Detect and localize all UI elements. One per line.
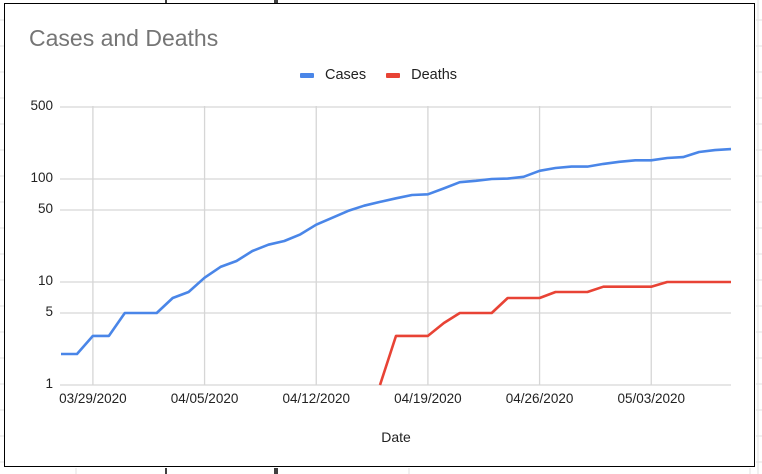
series-line-deaths[interactable] [378, 280, 731, 386]
y-tick-label: 50 [37, 201, 53, 216]
x-tick-label: 04/26/2020 [505, 391, 574, 406]
y-tick-label: 10 [37, 273, 53, 288]
legend-swatch-cases-icon [300, 72, 314, 78]
x-tick-label: 04/05/2020 [170, 391, 239, 406]
chart-container[interactable] [4, 3, 755, 467]
chart-legend: Cases Deaths [300, 66, 477, 84]
legend-swatch-deaths-icon [386, 72, 401, 78]
y-tick-label: 5 [45, 304, 53, 319]
x-tick-label: 04/19/2020 [394, 391, 462, 406]
chart-title: Cases and Deaths [29, 25, 219, 51]
series-line-cases[interactable] [61, 147, 732, 356]
y-tick-label: 1 [45, 376, 53, 391]
legend-item-deaths[interactable]: Deaths [386, 67, 457, 83]
legend-label-deaths: Deaths [411, 67, 458, 83]
x-tick-label: 05/03/2020 [617, 391, 686, 406]
legend-label-cases: Cases [325, 67, 367, 83]
data-lines [61, 147, 732, 386]
y-tick-label: 500 [30, 98, 53, 113]
legend-item-cases[interactable]: Cases [300, 67, 366, 83]
x-axis-title: Date [381, 429, 411, 445]
gridlines [60, 106, 731, 386]
x-tick-label: 04/12/2020 [282, 391, 351, 406]
x-tick-label: 03/29/2020 [59, 391, 127, 406]
y-tick-label: 100 [30, 170, 53, 185]
